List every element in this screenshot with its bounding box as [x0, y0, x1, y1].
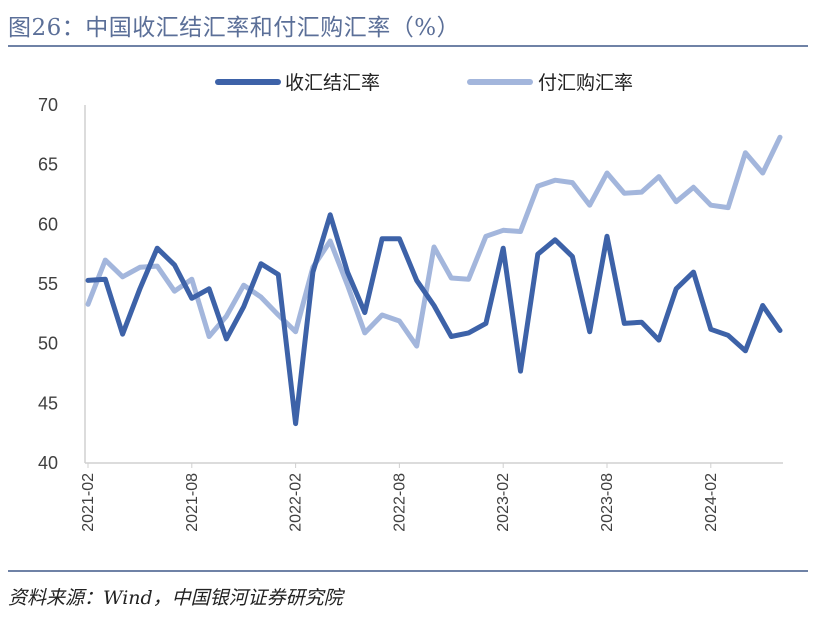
series-line-1: [85, 212, 783, 427]
legend-label-series-2: 付汇购汇率: [538, 72, 633, 94]
x-tick-label: 2022-08: [391, 473, 408, 532]
y-tick-label: 55: [38, 274, 58, 294]
y-tick-label: 50: [38, 334, 58, 354]
x-tick-label: 2021-08: [184, 473, 201, 532]
series-lines: [85, 134, 783, 427]
x-axis-ticks: 2021-02 2021-08 2022-02 2022-08 2023-02 2023-…: [80, 463, 720, 532]
y-tick-label: 70: [38, 95, 58, 115]
legend-label-series-1: 收汇结汇率: [285, 72, 380, 94]
y-tick-label: 45: [38, 393, 58, 413]
y-tick-label: 65: [38, 155, 58, 175]
x-tick-label: 2021-02: [80, 473, 97, 532]
y-axis-ticks: 40 45 50 55 60 65 70: [38, 95, 58, 473]
title-divider: [8, 45, 808, 47]
y-tick-label: 60: [38, 214, 58, 234]
x-tick-label: 2024-02: [703, 473, 720, 532]
series-line-2: [85, 134, 783, 349]
y-tick-label: 40: [38, 453, 58, 473]
chart-legend: 收汇结汇率 付汇购汇率: [215, 72, 633, 94]
source-divider: [8, 570, 808, 572]
x-tick-label: 2023-02: [495, 473, 512, 532]
x-tick-label: 2022-02: [288, 473, 305, 532]
source-note: 资料来源：Wind，中国银河证券研究院: [8, 587, 343, 609]
figure-title: 图26：中国收汇结汇率和付汇购汇率（%）: [8, 15, 461, 41]
x-tick-label: 2023-08: [599, 473, 616, 532]
